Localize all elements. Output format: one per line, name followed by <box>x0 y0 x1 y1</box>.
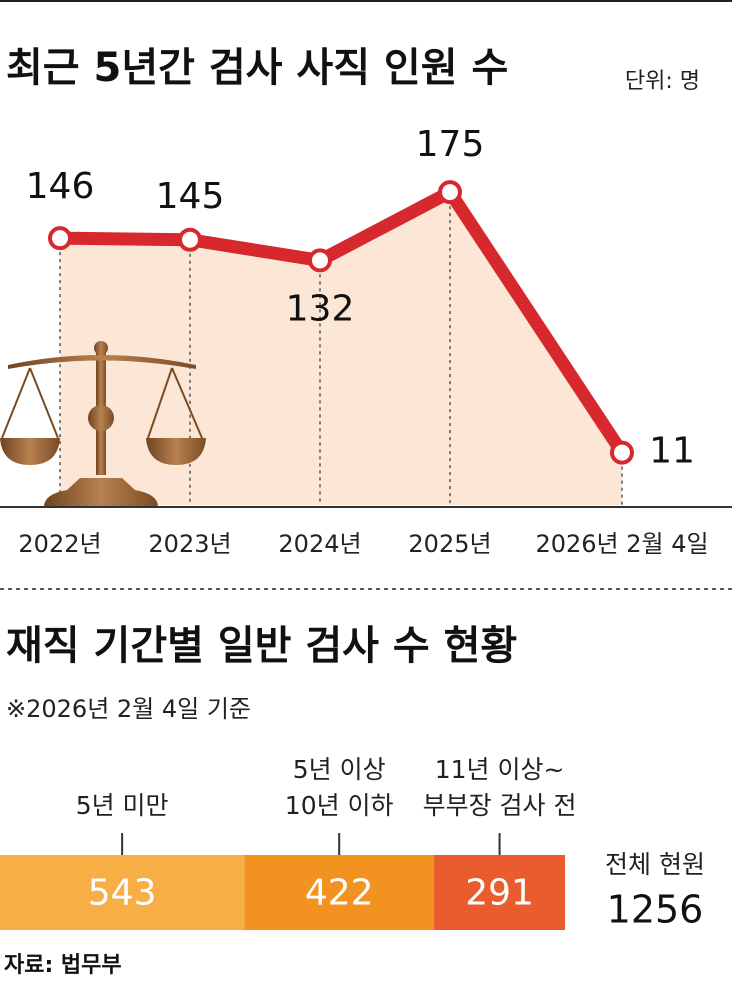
x-tick-label: 2024년 <box>278 530 361 558</box>
icon-knob <box>94 341 108 355</box>
x-tick-label: 2023년 <box>148 530 231 558</box>
value-label: 146 <box>26 166 95 207</box>
unit-label: 단위: 명 <box>625 69 700 94</box>
legend-label: 5년 미만 <box>75 791 169 820</box>
source: 자료: 법무부 <box>4 953 122 978</box>
icon-pan <box>146 438 206 465</box>
icon-strings <box>1 367 203 439</box>
bar-plot: 543 422 291 <box>0 833 565 930</box>
value-label: 422 <box>305 873 374 914</box>
point <box>178 227 202 252</box>
icon-base <box>44 478 158 507</box>
chart-title: 재직 기간별 일반 검사 수 현황 <box>6 623 517 669</box>
total-value: 1256 <box>607 888 704 932</box>
line-plot: 146 2022년 145 2023년 132 2024년 175 2025년 11 2026년 … <box>18 124 708 558</box>
chart-title: 최근 5년간 검사 사직 인원 수 <box>6 45 508 91</box>
point <box>48 226 72 251</box>
value-label: 543 <box>88 873 157 914</box>
point <box>610 440 634 465</box>
area <box>60 192 622 505</box>
scales-icon <box>0 341 206 507</box>
value-label: 11 <box>649 431 695 472</box>
note: ※2026년 2월 4일 기준 <box>6 695 251 723</box>
icon-ball <box>88 405 114 431</box>
icon-beam <box>8 355 196 369</box>
x-tick-label: 2025년 <box>408 530 491 558</box>
legend-label: 5년 이상 10년 이하 <box>284 755 394 820</box>
legend-label: 11년 이상~ 부부장 검사 전 <box>422 755 577 820</box>
value-label: 291 <box>465 873 534 914</box>
icon-pan <box>0 438 60 465</box>
value-label: 132 <box>286 288 355 329</box>
bar-segment <box>244 855 435 930</box>
value-label: 145 <box>156 176 225 217</box>
total-label: 전체 현원 <box>605 850 705 879</box>
x-tick-label: 2022년 <box>18 530 101 558</box>
point <box>308 248 332 273</box>
bar-segment <box>0 855 245 930</box>
bar-segment <box>434 855 565 930</box>
point <box>438 180 462 205</box>
top-rule <box>0 0 732 2</box>
value-label: 175 <box>416 124 485 165</box>
x-tick-label: 2026년 2월 4일 <box>535 530 708 558</box>
